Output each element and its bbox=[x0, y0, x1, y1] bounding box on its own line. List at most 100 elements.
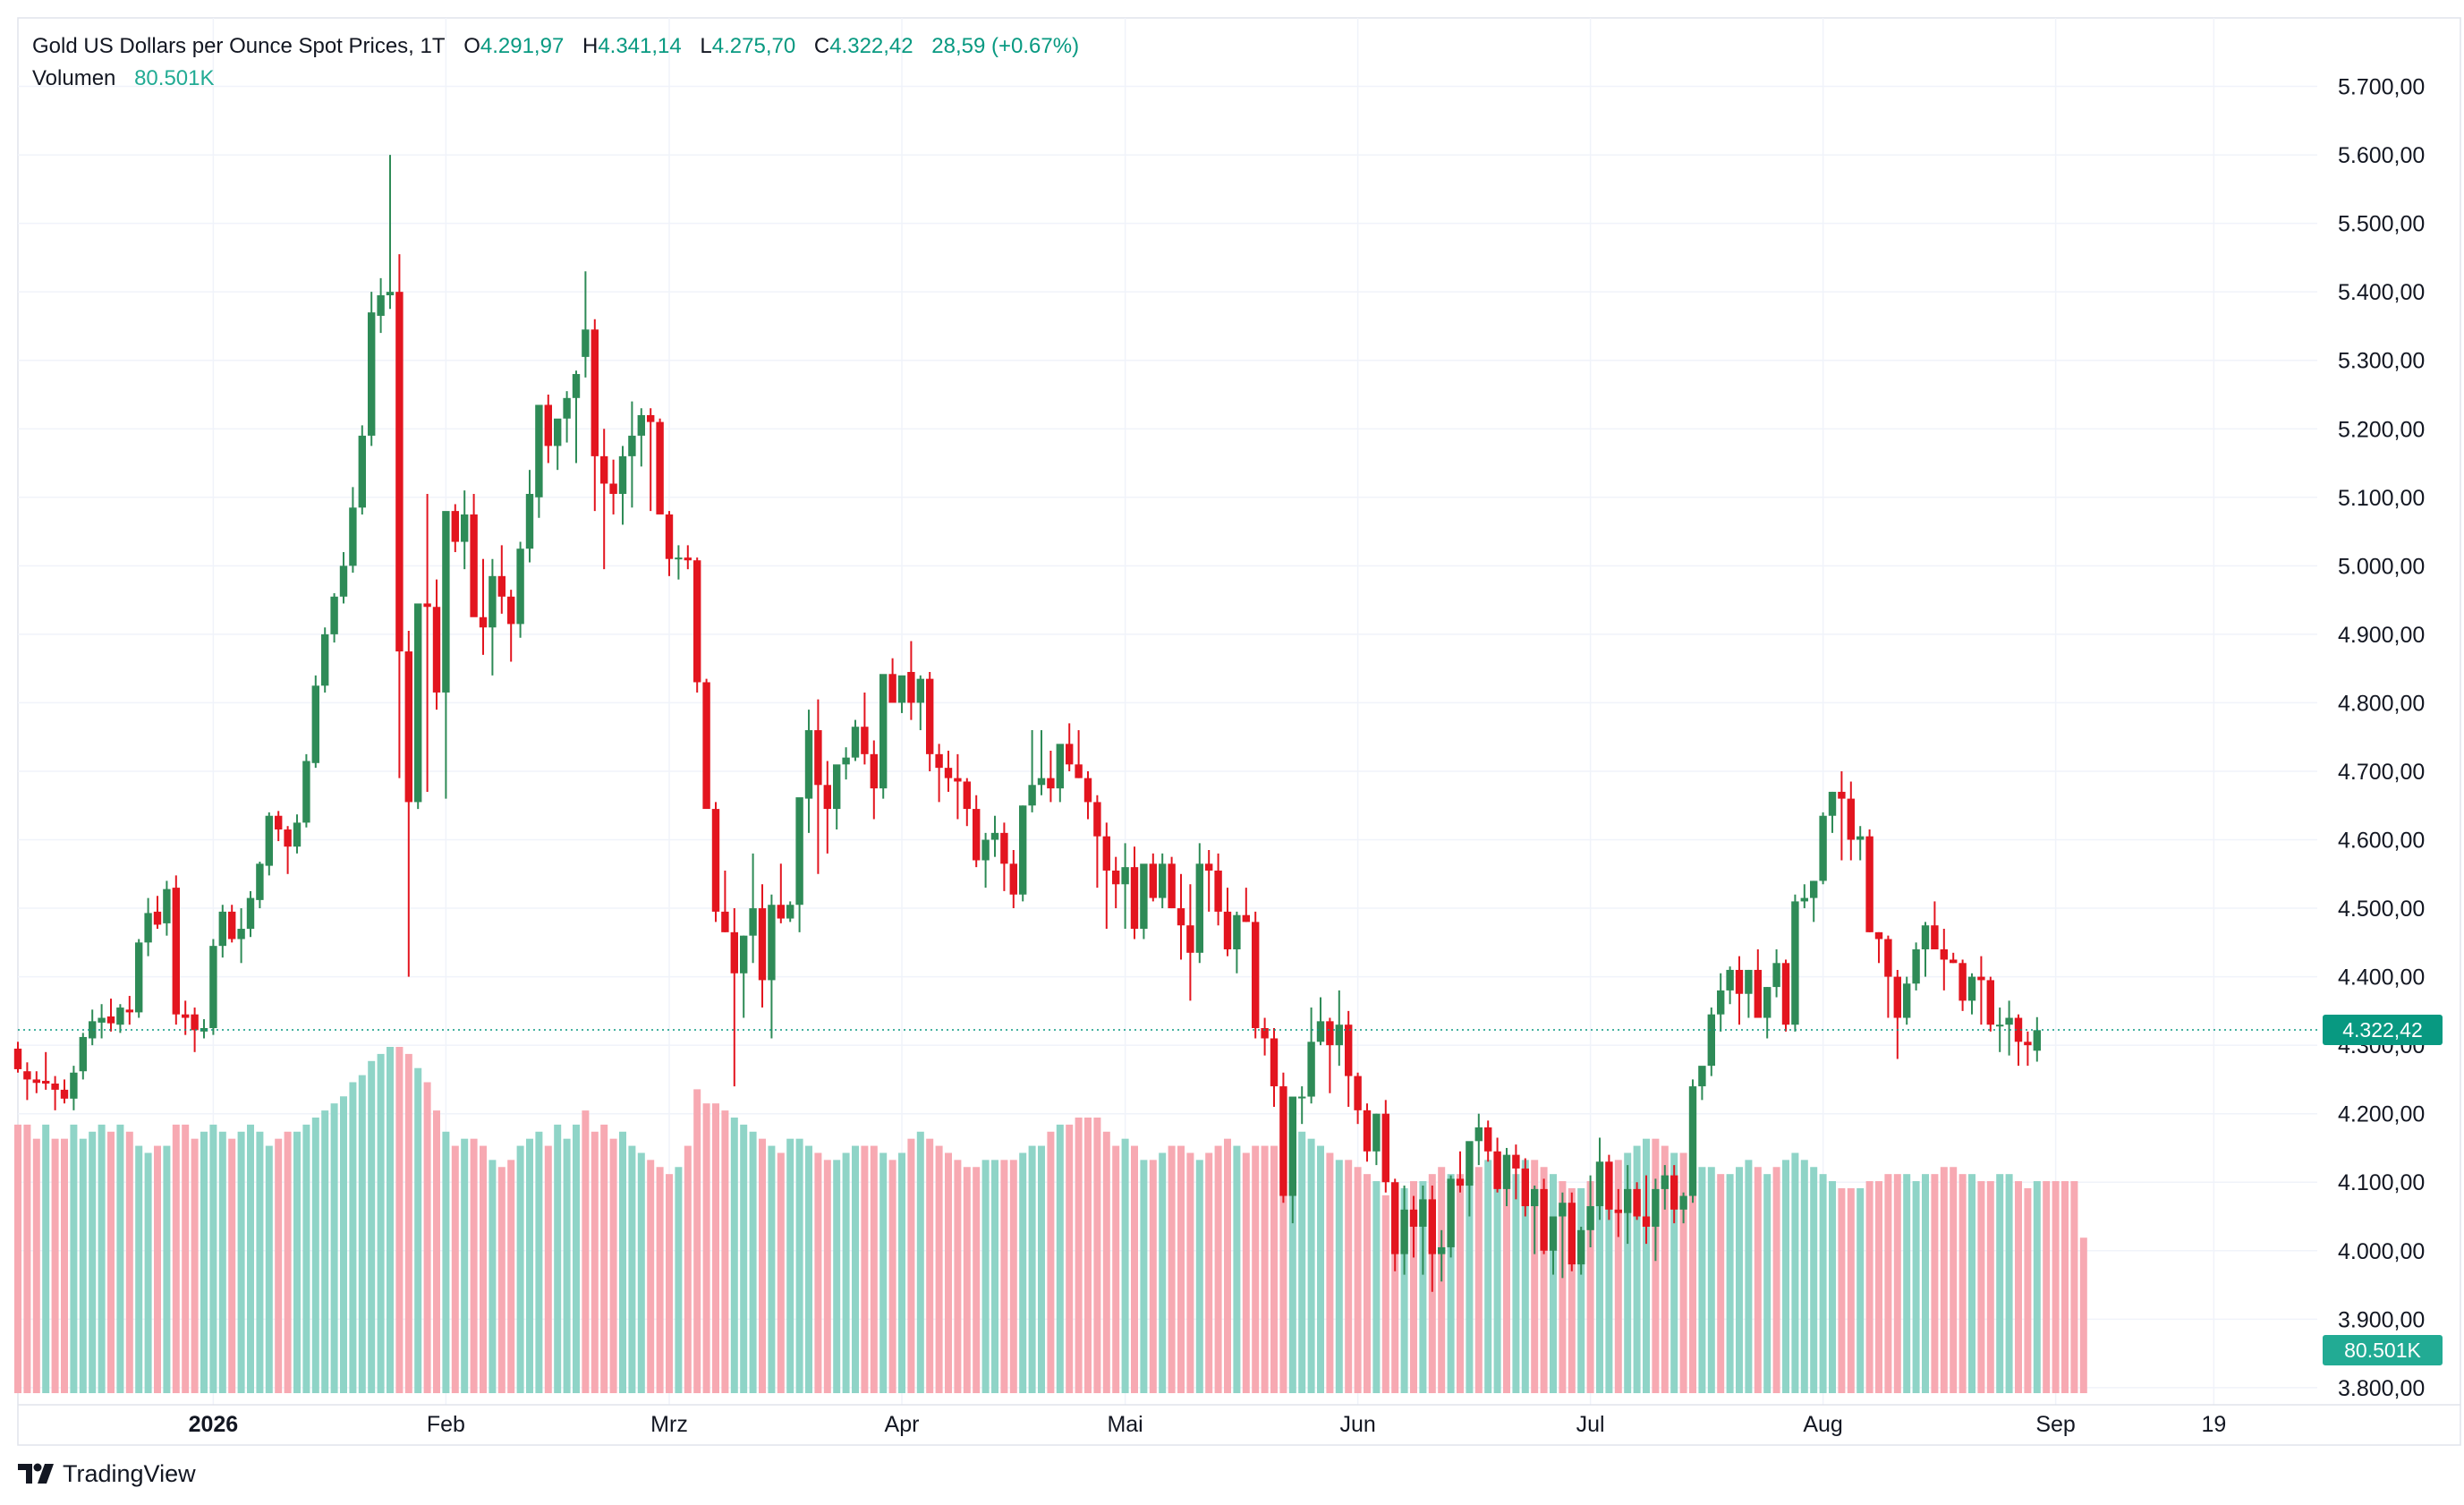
volume-bar bbox=[32, 1138, 40, 1393]
volume-bar bbox=[1550, 1174, 1557, 1393]
candle-body bbox=[823, 785, 831, 810]
candlesticks bbox=[13, 155, 2041, 1292]
volume-bar bbox=[480, 1145, 487, 1393]
volume-bar bbox=[1410, 1181, 1417, 1393]
candle-body bbox=[554, 418, 562, 446]
tradingview-brand[interactable]: TradingView bbox=[18, 1458, 196, 1489]
volume-bar bbox=[423, 1082, 431, 1393]
volume-bar bbox=[1643, 1138, 1650, 1393]
candle-body bbox=[1056, 744, 1064, 789]
open-value: 4.291,97 bbox=[480, 34, 565, 58]
candle-body bbox=[1577, 1229, 1585, 1265]
candle-body bbox=[1428, 1199, 1436, 1254]
candle-body bbox=[1484, 1127, 1492, 1152]
candle-body bbox=[293, 822, 302, 847]
volume-bar bbox=[1084, 1117, 1092, 1393]
volume-label[interactable]: Volumen bbox=[32, 66, 116, 90]
volume-bar bbox=[2043, 1181, 2051, 1393]
candle-body bbox=[1130, 867, 1139, 930]
candle-body bbox=[804, 730, 813, 799]
candle-body bbox=[368, 312, 376, 436]
candle-body bbox=[1270, 1038, 1279, 1087]
candle-body bbox=[1438, 1246, 1446, 1254]
volume-bar bbox=[963, 1167, 971, 1393]
candle-body bbox=[1242, 914, 1250, 923]
candle-body bbox=[1372, 1113, 1381, 1152]
candle-body bbox=[1381, 1113, 1389, 1183]
candle-body bbox=[191, 1014, 199, 1031]
volume-bar bbox=[2079, 1237, 2087, 1393]
volume-bar bbox=[1354, 1167, 1362, 1393]
candle-body bbox=[1856, 836, 1865, 840]
candle-body bbox=[1019, 805, 1027, 895]
candle-body bbox=[981, 839, 990, 861]
volume-bar bbox=[1614, 1160, 1622, 1393]
candle-body bbox=[1642, 1216, 1651, 1227]
x-tick-label: 2026 bbox=[189, 1412, 239, 1437]
volume-bar bbox=[675, 1167, 683, 1393]
candle-body bbox=[1009, 863, 1017, 895]
volume-bar bbox=[1782, 1160, 1789, 1393]
candle-body bbox=[1893, 976, 1901, 1018]
candle-body bbox=[1679, 1195, 1687, 1210]
candle-body bbox=[1288, 1096, 1296, 1196]
volume-bar bbox=[1559, 1181, 1567, 1393]
candle-body bbox=[116, 1008, 124, 1025]
candle-body bbox=[656, 421, 664, 514]
change-value: 28,59 (+0.67%) bbox=[931, 34, 1080, 58]
candle-body bbox=[1307, 1042, 1315, 1097]
price-axis[interactable]: 3.800,00 3.900,00 4.000,00 4.100,00 4.200,00… bbox=[2338, 75, 2425, 1401]
time-axis[interactable]: 2026 Feb Mrz Apr Mai Jun Jul Aug Sep 19 bbox=[189, 1412, 2227, 1437]
volume-bar bbox=[1466, 1167, 1474, 1393]
volume-bar bbox=[1131, 1145, 1138, 1393]
y-tick-label: 3.800,00 bbox=[2338, 1376, 2425, 1401]
volume-bar bbox=[702, 1103, 710, 1393]
candle-body bbox=[32, 1079, 40, 1084]
volume-bar bbox=[1177, 1145, 1185, 1393]
candle-body bbox=[172, 888, 180, 1015]
candle-body bbox=[1177, 908, 1185, 926]
candle-body bbox=[330, 596, 338, 634]
volume-bar bbox=[1968, 1174, 1975, 1393]
candle-body bbox=[786, 905, 794, 919]
volume-bar bbox=[1149, 1160, 1157, 1393]
candle-body bbox=[1745, 969, 1753, 994]
volume-bar bbox=[14, 1124, 21, 1393]
volume-bar bbox=[265, 1145, 273, 1393]
volume-bar bbox=[293, 1131, 301, 1393]
candle-body bbox=[1195, 863, 1203, 953]
volume-bar bbox=[1977, 1181, 1985, 1393]
candle-body bbox=[470, 514, 478, 617]
candle-body bbox=[572, 374, 581, 398]
volume-bar bbox=[1745, 1160, 1753, 1393]
volume-bar bbox=[1726, 1174, 1734, 1393]
volume-bar bbox=[191, 1138, 199, 1393]
volume-bar bbox=[888, 1160, 896, 1393]
volume-bar bbox=[1903, 1174, 1911, 1393]
candle-body bbox=[275, 815, 283, 830]
volume-bar bbox=[51, 1138, 59, 1393]
volume-bar bbox=[1670, 1152, 1678, 1393]
candle-body bbox=[1400, 1209, 1408, 1254]
candle-body bbox=[1912, 948, 1920, 984]
volume-bar bbox=[870, 1145, 878, 1393]
high-label: H bbox=[582, 34, 599, 58]
volume-bar bbox=[879, 1152, 888, 1393]
volume-bar bbox=[935, 1145, 943, 1393]
close-value: 4.322,42 bbox=[829, 34, 913, 58]
x-tick-label: Mrz bbox=[650, 1412, 688, 1437]
candle-body bbox=[1521, 1168, 1529, 1207]
volume-bar bbox=[777, 1152, 785, 1393]
candle-body bbox=[228, 911, 236, 940]
x-tick-label: Apr bbox=[885, 1412, 920, 1437]
candle-body bbox=[693, 560, 701, 683]
volume-bar bbox=[1364, 1174, 1371, 1393]
candle-body bbox=[1168, 863, 1176, 909]
volume-bar bbox=[387, 1047, 394, 1393]
volume-bar bbox=[1047, 1131, 1055, 1393]
volume-bar bbox=[1102, 1131, 1110, 1393]
candle-body bbox=[1614, 1209, 1622, 1213]
x-tick-label: Jun bbox=[1339, 1412, 1375, 1437]
symbol-title[interactable]: Gold US Dollars per Ounce Spot Prices, 1… bbox=[32, 34, 446, 58]
